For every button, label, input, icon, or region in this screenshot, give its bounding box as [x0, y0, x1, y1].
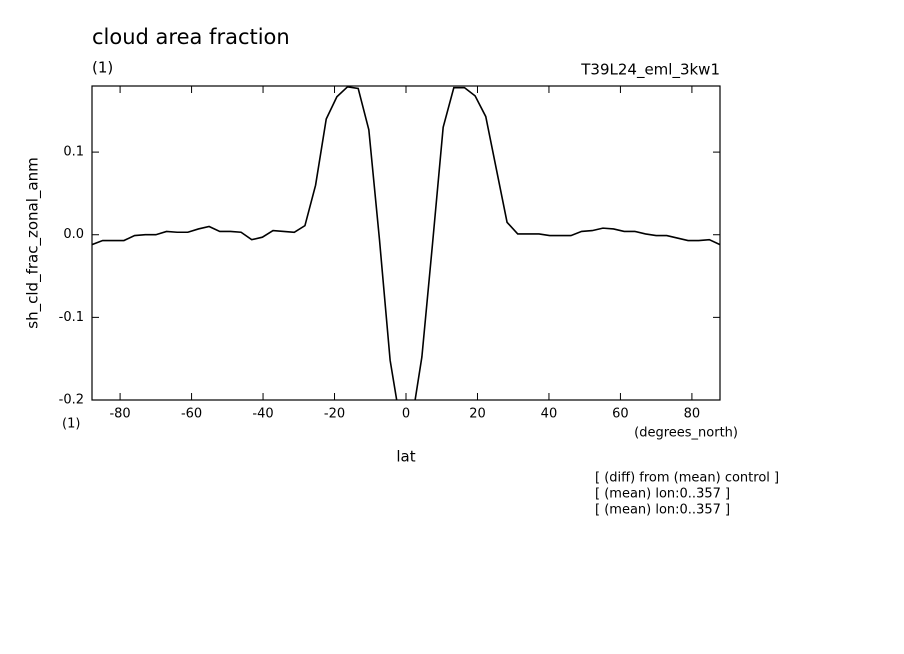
annotation: [ (mean) lon:0..357 ] — [595, 503, 730, 518]
y-units: (1) — [62, 417, 80, 432]
x-tick-label: 0 — [402, 407, 410, 422]
x-tick-label: -40 — [252, 407, 273, 422]
x-tick-label: -20 — [324, 407, 345, 422]
data-line — [92, 86, 720, 400]
chart-subtitle: (1) — [92, 59, 113, 77]
y-tick-label: -0.1 — [59, 310, 84, 325]
annotation: [ (mean) lon:0..357 ] — [595, 487, 730, 502]
x-axis-label: lat — [396, 448, 415, 466]
y-tick-label: 0.1 — [63, 145, 84, 160]
plot-frame — [91, 85, 721, 401]
y-tick-label: 0.0 — [63, 227, 84, 242]
y-axis-label: sh_cld_frac_zonal_anm — [24, 157, 43, 328]
x-tick-label: 40 — [541, 407, 558, 422]
annotation: [ (diff) from (mean) control ] — [595, 471, 779, 486]
x-units: (degrees_north) — [634, 426, 738, 441]
x-tick-label: -80 — [109, 407, 130, 422]
x-tick-label: -60 — [181, 407, 202, 422]
run-label: T39L24_eml_3kw1 — [580, 61, 720, 80]
x-tick-label: 60 — [612, 407, 629, 422]
y-tick-label: -0.2 — [59, 393, 84, 408]
x-tick-label: 20 — [469, 407, 486, 422]
x-tick-label: 80 — [684, 407, 701, 422]
chart-title: cloud area fraction — [92, 25, 290, 49]
